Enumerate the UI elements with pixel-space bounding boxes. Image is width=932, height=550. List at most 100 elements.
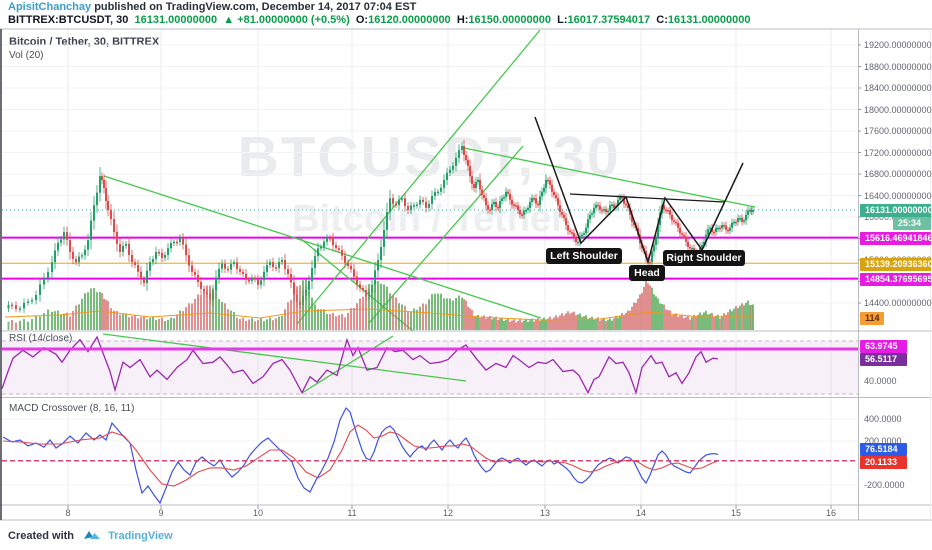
volume-bar	[565, 313, 567, 330]
axis-label[interactable]: 18000.00000000	[864, 104, 932, 115]
candle-body	[567, 225, 569, 231]
trend-line[interactable]	[296, 29, 541, 325]
axis-label[interactable]: 200.0000	[864, 436, 902, 446]
macd-legend[interactable]: MACD Crossover (8, 16, 11)	[9, 403, 135, 414]
candle-body	[667, 210, 669, 212]
time-axis-label[interactable]: 11	[347, 508, 357, 518]
axis-label[interactable]: 18800.00000000	[864, 61, 932, 72]
candle-body	[623, 198, 625, 204]
candle-body	[487, 205, 489, 210]
time-axis-label[interactable]: 9	[158, 508, 164, 518]
axis-label[interactable]: 16800.00000000	[864, 169, 932, 179]
candle-body	[625, 203, 627, 206]
volume-bar	[557, 317, 559, 330]
candle-body	[583, 233, 585, 235]
candle-body	[733, 221, 735, 224]
candle-body	[561, 212, 563, 215]
candle-body	[675, 221, 677, 224]
candle-body	[452, 165, 454, 170]
volume-bar	[269, 317, 271, 330]
trend-line[interactable]	[368, 145, 524, 324]
rsi-legend[interactable]: RSI (14/close)	[9, 333, 73, 344]
candle-body	[99, 176, 101, 193]
candle-body	[254, 277, 256, 280]
rsi-trend-line[interactable]	[301, 335, 394, 394]
symbol-label[interactable]: BITTREX:BTCUSDT, 30	[8, 14, 129, 26]
time-axis-label[interactable]: 14	[635, 508, 647, 518]
axis-label[interactable]: 400.0000	[864, 414, 902, 424]
candle-body	[323, 241, 325, 247]
volume-bar	[639, 294, 641, 330]
time-axis-label[interactable]: 15	[730, 508, 742, 518]
volume-bar	[266, 319, 268, 330]
volume-bar	[395, 297, 397, 330]
author-link[interactable]: ApisitChanchay	[8, 1, 92, 13]
volume-legend[interactable]: Vol (20)	[9, 50, 44, 61]
axis-label[interactable]: 19200.00000000	[864, 40, 932, 50]
candle-body	[413, 205, 415, 207]
time-axis-label[interactable]: 10	[252, 508, 264, 518]
candle-body	[617, 199, 619, 206]
rsi-trend-line[interactable]	[102, 333, 467, 382]
candle-body	[269, 262, 271, 265]
candle-body	[260, 280, 262, 285]
candle-body	[719, 227, 721, 230]
volume-bar	[413, 308, 415, 330]
candle-body	[101, 176, 103, 181]
time-axis-label[interactable]: 8	[65, 508, 71, 518]
candle-body	[170, 242, 172, 249]
trend-line[interactable]	[103, 175, 542, 319]
label-left-shoulder[interactable]: Left Shoulder	[546, 248, 622, 264]
time-axis-label[interactable]: 16	[825, 508, 837, 518]
volume-bar	[659, 303, 661, 330]
candle-body	[527, 207, 529, 211]
volume-bar	[19, 320, 21, 330]
axis-label[interactable]: 17200.00000000	[864, 147, 932, 158]
volume-bar	[707, 314, 709, 330]
candle-body	[705, 234, 707, 242]
time-axis-label[interactable]: 12	[442, 508, 454, 518]
candle-body	[122, 245, 124, 252]
axis-label[interactable]: 16400.00000000	[864, 190, 932, 201]
volume-bar	[227, 309, 229, 330]
volume-bar	[655, 296, 657, 330]
volume-bar	[525, 318, 527, 330]
axis-label[interactable]: 17600.00000000	[864, 126, 932, 136]
candle-body	[440, 187, 442, 192]
volume-bar	[733, 308, 735, 330]
volume-bar	[555, 315, 557, 330]
volume-bar	[428, 299, 430, 330]
axis-label[interactable]: 14400.00000000	[864, 298, 932, 308]
tradingview-link[interactable]: TradingView	[108, 530, 173, 542]
volume-bar	[609, 318, 611, 330]
volume-bar	[505, 319, 507, 330]
axis-badge: 15616.46941846	[860, 231, 932, 245]
volume-bar	[487, 317, 489, 330]
candle-body	[565, 217, 567, 226]
volume-bar	[673, 314, 675, 330]
volume-bar	[293, 293, 295, 330]
volume-bar	[137, 318, 139, 330]
candle-body	[7, 304, 10, 309]
label-head[interactable]: Head	[629, 265, 665, 281]
candle-body	[750, 210, 753, 212]
candle-body	[685, 236, 687, 242]
volume-bar	[440, 293, 442, 330]
candle-body	[116, 232, 118, 244]
candle-body	[131, 255, 133, 263]
candle-body	[691, 248, 693, 250]
candle-body	[485, 198, 487, 206]
axis-label[interactable]: 18400.00000000	[864, 83, 932, 93]
axis-label[interactable]: -200.0000	[864, 480, 905, 490]
candle-body	[233, 262, 235, 264]
candle-body	[398, 199, 400, 206]
axis-label[interactable]: 40.0000	[864, 376, 897, 386]
candle-body	[272, 262, 274, 268]
time-axis-label[interactable]: 13	[539, 508, 551, 518]
volume-bar	[589, 318, 591, 330]
volume-bar	[683, 318, 685, 330]
label-right-shoulder[interactable]: Right Shoulder	[663, 250, 745, 266]
candle-body	[72, 251, 74, 260]
trend-line[interactable]	[463, 147, 756, 208]
